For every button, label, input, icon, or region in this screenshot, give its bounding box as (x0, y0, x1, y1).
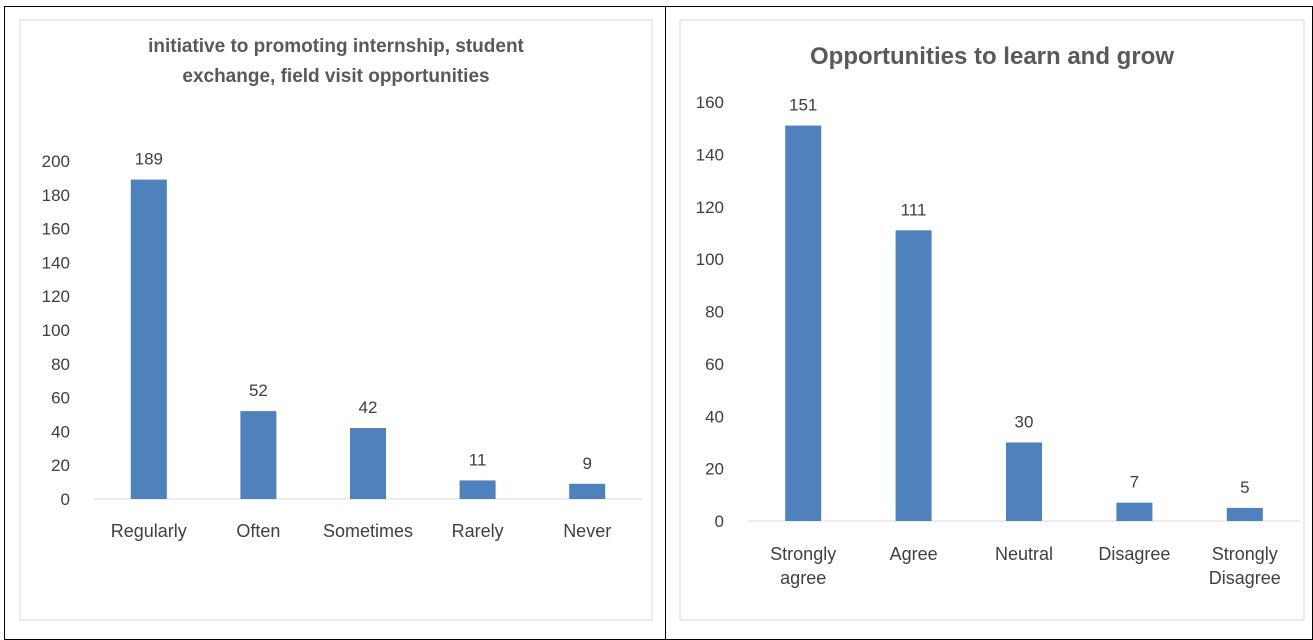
c1-bar-3 (350, 428, 386, 499)
chart-1-category-labels: Regularly Often Sometimes Rarely Never (111, 521, 611, 541)
c1-ytick-label: 200 (42, 152, 70, 171)
c2-ytick-label: 60 (705, 355, 724, 374)
c2-bar-2 (895, 230, 932, 521)
c2-data-label-2: 111 (901, 200, 927, 219)
c1-ytick-label: 180 (42, 186, 70, 205)
c1-bar-1 (130, 179, 167, 499)
c1-bar-2 (240, 411, 277, 499)
c1-data-label-2: 52 (249, 381, 268, 400)
c1-ytick-label: 120 (42, 287, 70, 306)
c1-bar-5 (569, 483, 606, 499)
c2-category-label-3: Neutral (995, 544, 1053, 564)
c1-data-label-4: 11 (469, 450, 487, 469)
c1-category-label-5: Never (563, 521, 611, 541)
c1-category-label-4: Rarely (452, 521, 504, 541)
c2-category-label-1: agree (780, 568, 826, 588)
c1-data-label-1: 189 (135, 150, 163, 169)
chart-1-data-labels: 189 52 42 11 9 (135, 150, 592, 473)
chart-2-bars (785, 125, 1263, 521)
chart-2-title: Opportunities to learn and grow (810, 43, 1174, 70)
c2-ytick-label: 0 (715, 512, 724, 531)
c1-ytick-label: 0 (61, 490, 70, 509)
c1-data-label-3: 42 (359, 398, 378, 417)
c2-data-label-3: 30 (1015, 412, 1034, 431)
c2-ytick-label: 40 (705, 407, 724, 426)
c2-category-label-1: Strongly (770, 544, 836, 564)
c2-category-label-5: Disagree (1209, 568, 1281, 588)
c1-ytick-label: 140 (42, 253, 70, 272)
c2-category-label-2: Agree (890, 544, 938, 564)
chart-1-title-line-1: initiative to promoting internship, stud… (148, 36, 524, 57)
c1-ytick-label: 60 (51, 389, 70, 408)
chart-learn-grow: Opportunities to learn and grow 0 20 40 60 8… (679, 19, 1305, 621)
c1-ytick-label: 100 (42, 321, 70, 340)
chart-internship-initiative: initiative to promoting internship, stud… (19, 19, 653, 621)
c2-bar-3 (1006, 442, 1042, 521)
chart-2-category-labels: Strongly agree Agree Neutral Disagree Strongl… (770, 544, 1281, 588)
chart-1-title-line-2: exchange, field visit opportunities (182, 66, 489, 87)
c1-category-label-3: Sometimes (323, 521, 413, 541)
c2-data-label-4: 7 (1130, 473, 1139, 492)
c2-data-label-5: 5 (1240, 478, 1249, 497)
c1-bar-4 (459, 480, 496, 499)
c1-ytick-label: 160 (42, 220, 70, 239)
c2-ytick-label: 120 (696, 198, 724, 217)
c2-ytick-label: 100 (696, 250, 724, 269)
c2-bar-4 (1116, 502, 1153, 521)
c1-ytick-label: 40 (51, 422, 70, 441)
c2-bar-1 (785, 125, 822, 521)
c1-category-label-2: Often (236, 521, 280, 541)
c2-category-label-4: Disagree (1098, 544, 1170, 564)
c2-data-label-1: 151 (789, 96, 817, 115)
chart-1-frame (19, 19, 653, 621)
c1-category-label-1: Regularly (111, 521, 187, 541)
chart-1-bars (130, 179, 606, 499)
c2-ytick-label: 140 (696, 145, 724, 164)
c1-ytick-label: 80 (51, 355, 70, 374)
c2-ytick-label: 160 (696, 93, 724, 112)
c2-category-label-5: Strongly (1212, 544, 1278, 564)
c1-ytick-label: 20 (51, 456, 70, 475)
c1-data-label-5: 9 (582, 454, 591, 473)
c2-bar-5 (1226, 507, 1263, 521)
chart-2-frame (679, 19, 1305, 621)
c2-ytick-label: 80 (705, 303, 724, 322)
chart-2-axis-layer: 0 20 40 60 80 100 120 140 160 (696, 93, 1300, 531)
chart-2-data-labels: 151 111 30 7 5 (789, 96, 1250, 497)
c2-ytick-label: 20 (705, 460, 724, 479)
